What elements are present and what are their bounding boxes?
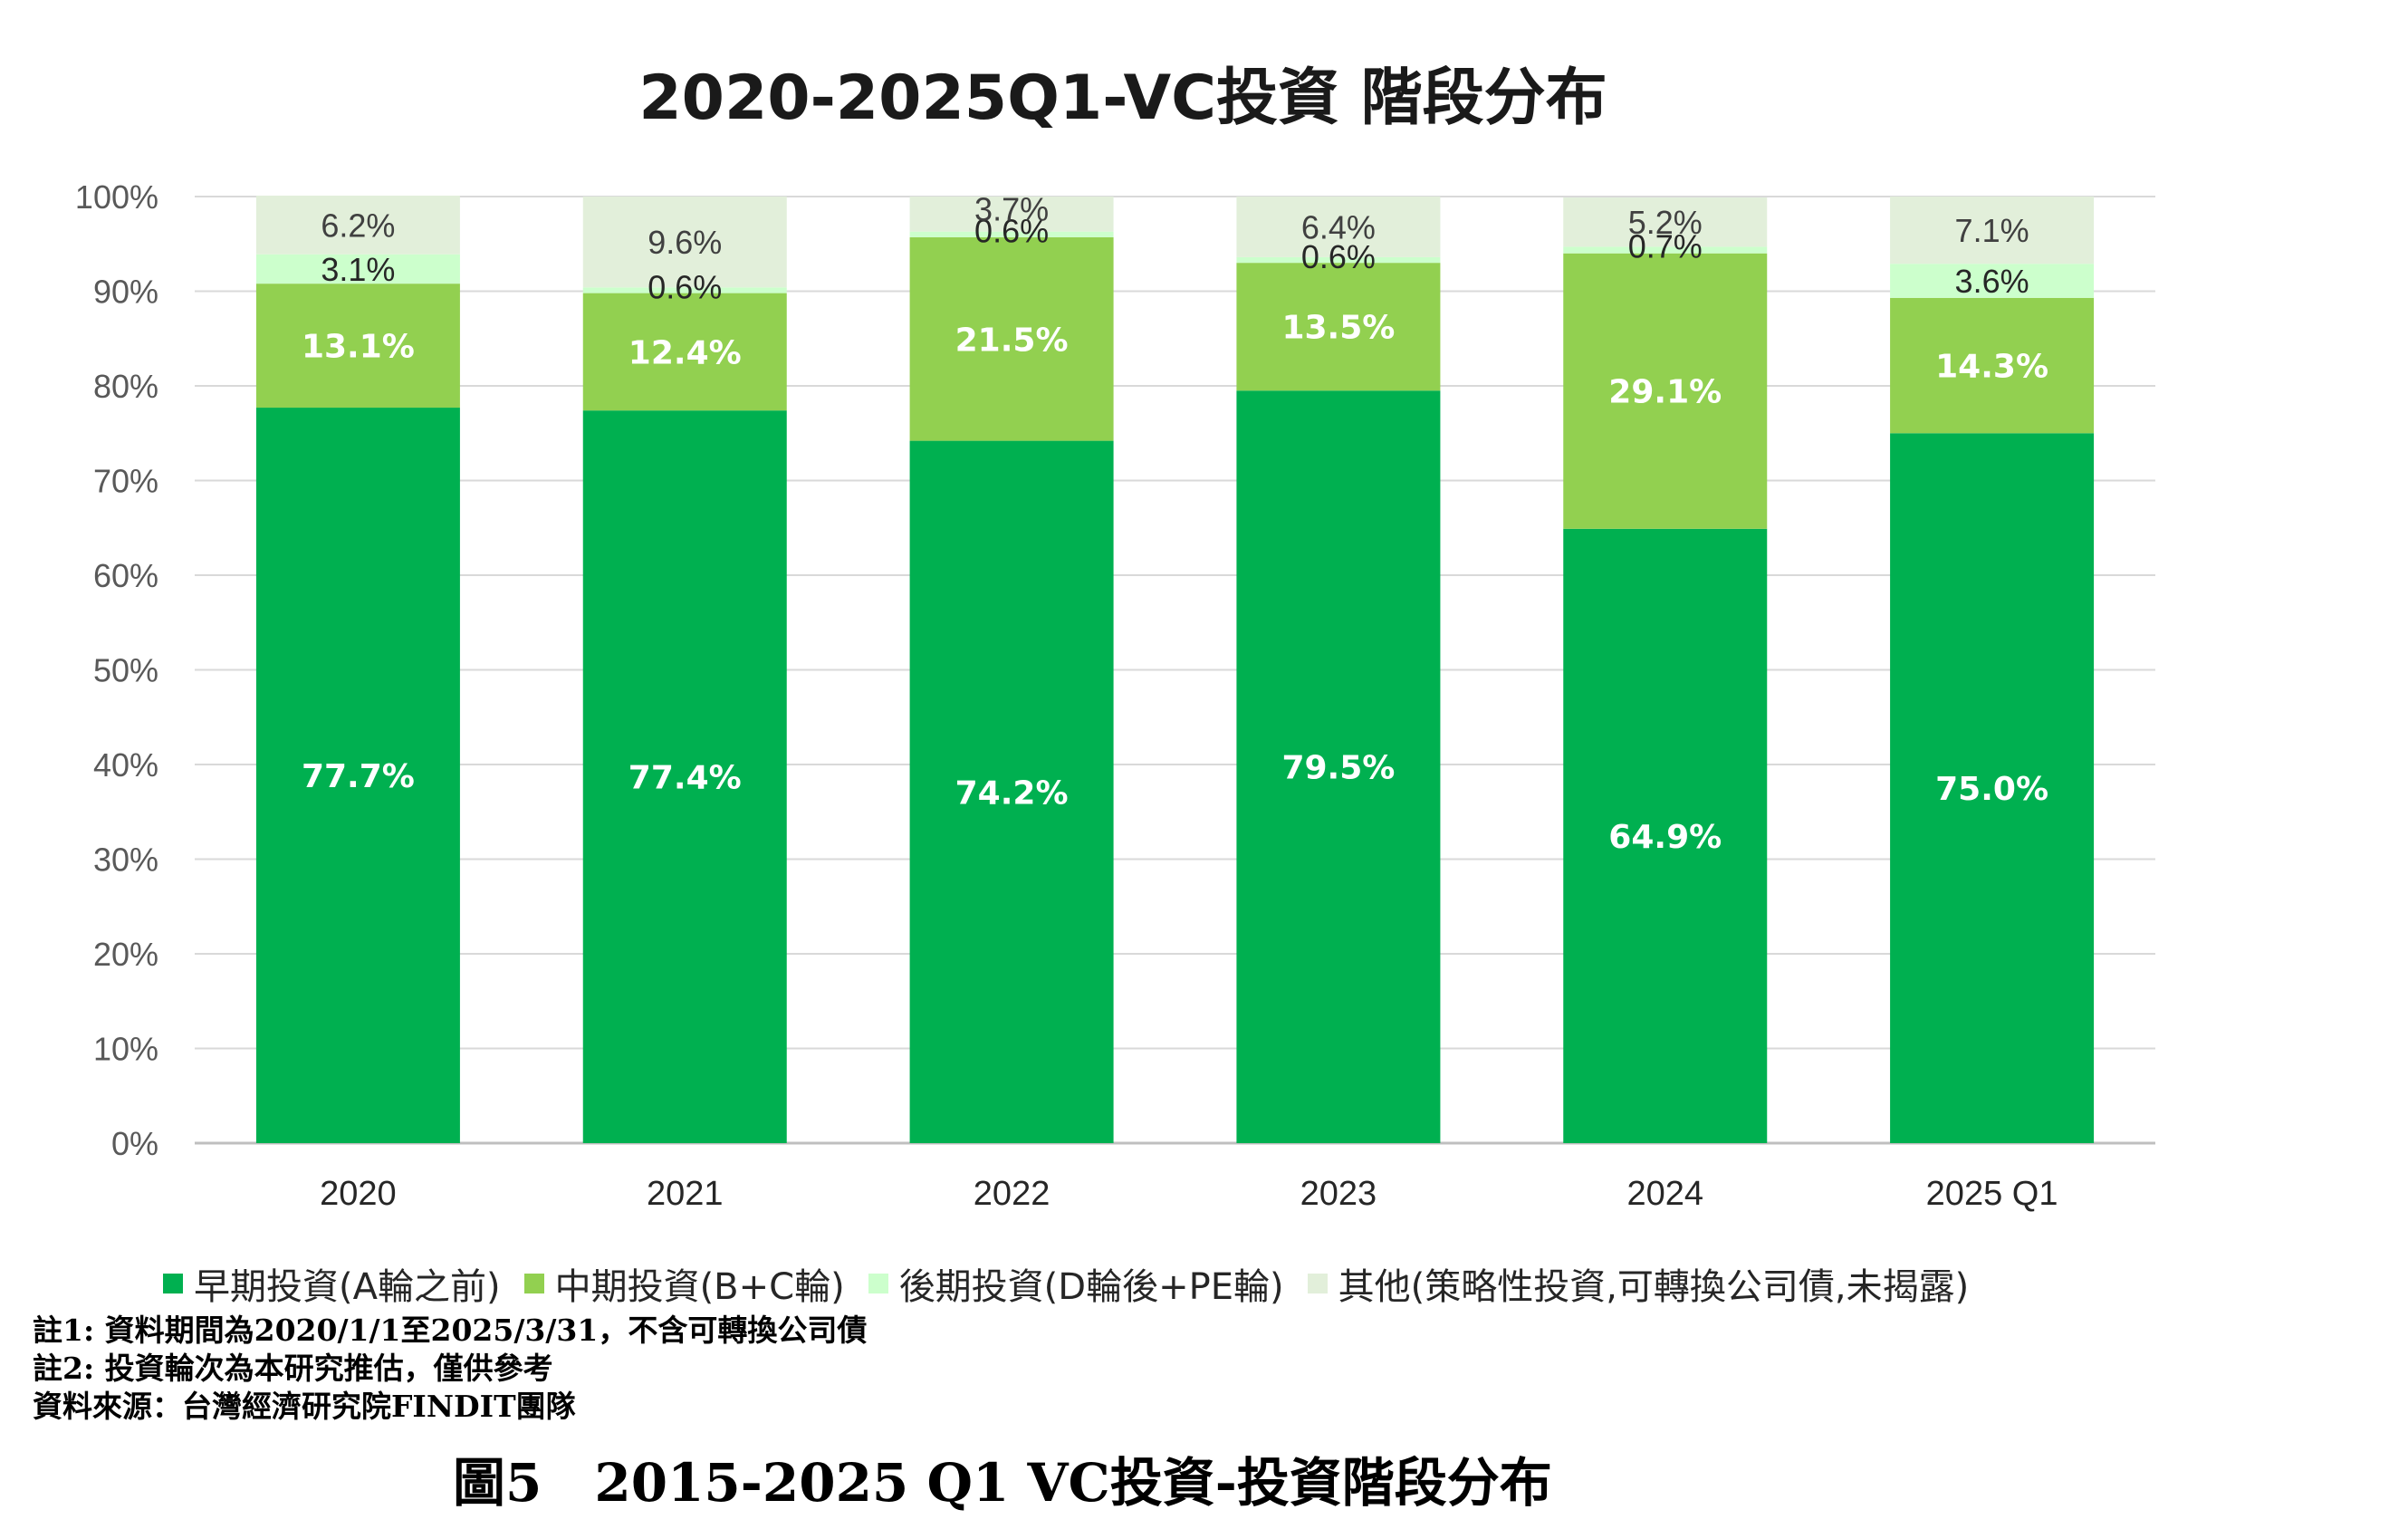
bar-segment [909,236,1114,441]
data-label: 0.6% [1301,238,1376,275]
data-label: 7.1% [1955,212,2029,249]
y-tick-label: 0% [111,1125,158,1162]
x-category-label: 2022 [974,1175,1051,1213]
data-label: 9.6% [648,224,722,261]
bar-segment [1236,390,1441,1144]
chart-title: 2020-2025Q1-VC投資 階段分布 [638,63,1607,134]
legend-label: 中期投資(B+C輪) [554,1266,845,1308]
bar-segment [1563,253,1768,529]
x-category-label: 2023 [1300,1175,1377,1213]
figure-caption: 圖5 2015-2025 Q1 VC投資-投資階段分布 [453,1452,1552,1514]
y-tick-label: 90% [93,274,158,311]
data-label: 64.9% [1608,819,1722,856]
data-label: 13.1% [302,329,415,366]
data-label: 21.5% [955,322,1069,359]
stacked-bar-chart: 0% 10% 20% 30% 40% 50% 60% 70% 80% 90% 100% 77.7% 13… [75,178,2155,1213]
x-category-label: 2020 [320,1175,397,1213]
legend-item: 後期投資(D輪後+PE輪) [868,1257,1284,1310]
x-category-label: 2024 [1626,1175,1703,1213]
y-tick-label: 70% [93,463,158,500]
legend-label: 早期投資(A輪之前) [194,1266,501,1308]
x-category-label: 2021 [647,1175,724,1213]
bar-segment [1236,256,1441,264]
y-tick-label: 50% [93,652,158,689]
bar-segment [1563,197,1768,247]
legend-item: 早期投資(A輪之前) [163,1257,501,1310]
y-tick-label: 80% [93,368,158,405]
y-tick-label: 10% [93,1031,158,1068]
legend-swatch [868,1274,888,1293]
legend-label: 其他(策略性投資,可轉換公司債,未揭露) [1338,1266,1970,1308]
bar-segment [1890,433,2095,1143]
data-label: 14.3% [1935,349,2048,386]
bar-segment [1890,197,2095,264]
bar-segment [582,410,787,1143]
y-tick-label: 100% [75,178,158,216]
bar-segment [1236,263,1441,391]
bar-segment [255,408,460,1143]
data-label: 0.6% [974,213,1049,250]
bar-segment [1563,246,1768,254]
bar-segment [1563,528,1768,1143]
data-label: 74.2% [955,774,1069,812]
note-2: 註2: 投資輪次為本研究推估，僅供參考 [33,1351,553,1386]
y-tick-label: 60% [93,557,158,594]
data-source: 資料來源：台灣經濟研究院FINDIT團隊 [33,1389,576,1424]
data-label: 3.6% [1955,263,2029,300]
bar-segment [909,231,1114,237]
legend-item: 其他(策略性投資,可轉換公司債,未揭露) [1307,1257,1970,1310]
data-label: 12.4% [628,334,742,371]
bar-segment [582,197,787,288]
bar-segment [1890,264,2095,298]
bar-segment [255,195,460,255]
y-tick-label: 30% [93,841,158,879]
data-label: 77.7% [302,758,415,795]
data-label: 0.7% [1628,227,1703,264]
data-label: 3.1% [321,251,395,288]
bar-segment [255,284,460,409]
data-label: 75.0% [1935,771,2048,808]
legend-swatch [163,1274,183,1293]
bar-segment [1890,297,2095,434]
bar-segment [1236,197,1441,257]
data-label: 5.2% [1628,204,1703,241]
x-category-label: 2025 Q1 [1926,1175,2058,1213]
bar-segment [255,254,460,284]
chart-legend: 早期投資(A輪之前) 中期投資(B+C輪) 後期投資(D輪後+PE輪) 其他(策略性投… [163,1257,2336,1310]
legend-label: 後期投資(D輪後+PE輪) [898,1266,1284,1308]
data-label: 3.7% [974,191,1049,228]
legend-item: 中期投資(B+C輪) [523,1257,845,1310]
data-label: 79.5% [1281,750,1395,787]
data-label: 77.4% [628,760,742,797]
data-label: 13.5% [1281,310,1395,347]
data-label: 0.6% [648,268,722,305]
notes-block: 註1: 資料期間為2020/1/1至2025/3/31，不含可轉換公司債 註2:… [33,1312,867,1426]
bar-segment [582,293,787,411]
bar-segment [909,440,1114,1143]
note-1: 註1: 資料期間為2020/1/1至2025/3/31，不含可轉換公司債 [33,1313,868,1348]
legend-swatch [523,1274,544,1293]
y-tick-label: 20% [93,936,158,973]
bar-segment [582,287,787,293]
legend-swatch [1307,1274,1328,1293]
data-label: 29.1% [1608,374,1722,411]
bar-segment [909,197,1114,232]
y-tick-label: 40% [93,746,158,784]
data-label: 6.2% [321,207,395,244]
data-label: 6.4% [1301,208,1376,245]
